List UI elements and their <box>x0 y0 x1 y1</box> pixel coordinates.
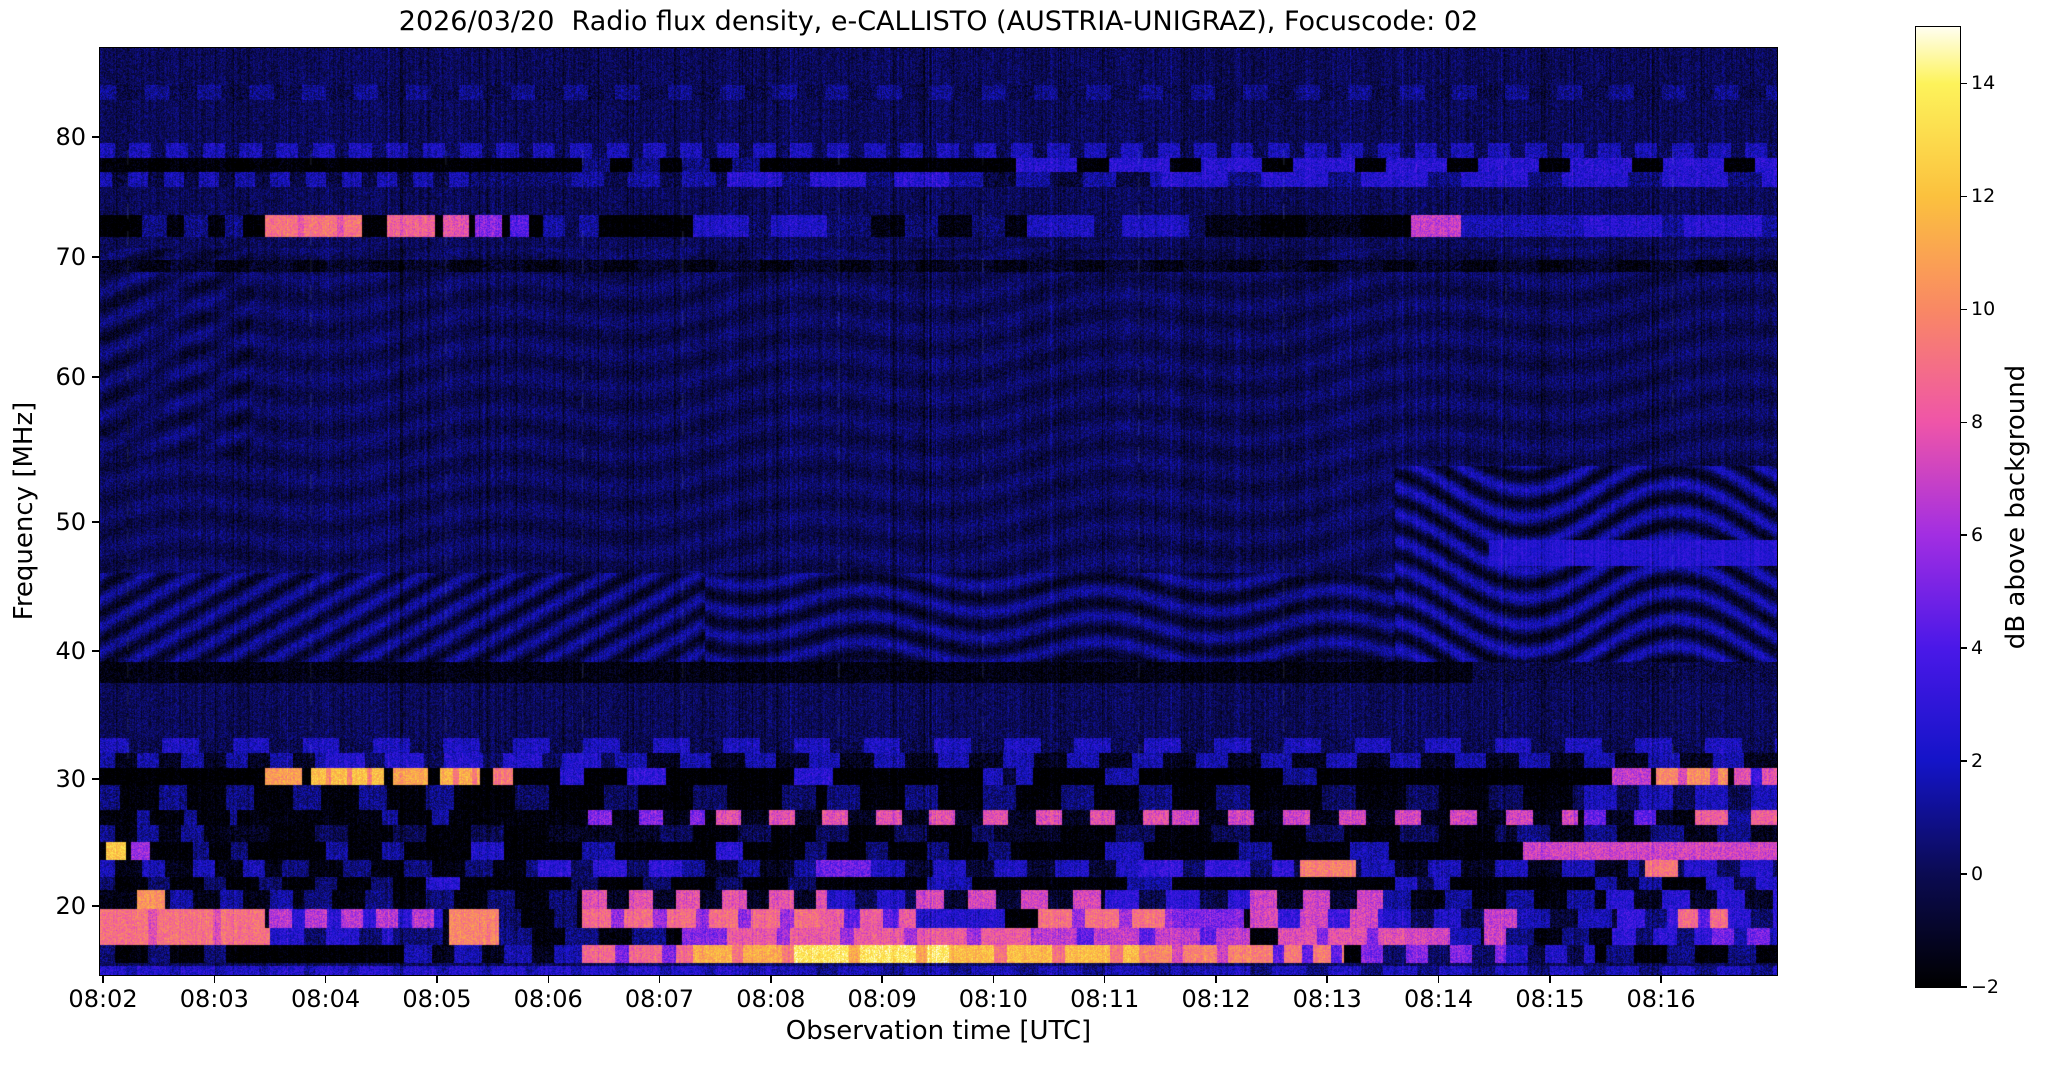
colorbar-tick-mark <box>1961 195 1967 198</box>
x-tick-mark <box>102 976 104 983</box>
x-tick-label: 08:03 <box>179 985 249 1013</box>
x-tick-mark <box>1215 976 1217 983</box>
y-tick-label: 60 <box>55 362 86 391</box>
x-tick-mark <box>1326 976 1328 983</box>
colorbar <box>1915 26 1961 988</box>
x-tick-mark <box>658 976 661 983</box>
x-tick-label: 08:10 <box>958 985 1028 1013</box>
x-tick-label: 08:02 <box>68 985 138 1013</box>
plot-area <box>99 47 1778 976</box>
colorbar-tick-label: 10 <box>1971 298 1996 321</box>
x-tick-label: 08:05 <box>402 985 472 1013</box>
x-axis-label: Observation time [UTC] <box>785 1016 1092 1046</box>
y-tick-label: 80 <box>55 122 86 151</box>
colorbar-tick-label: −2 <box>1971 976 2000 998</box>
x-tick-label: 08:07 <box>624 985 695 1013</box>
x-tick-label: 08:16 <box>1626 985 1696 1013</box>
x-tick-mark <box>324 976 327 983</box>
y-tick-mark <box>92 778 99 780</box>
x-tick-label: 08:06 <box>513 985 583 1013</box>
colorbar-label: dB above background <box>2001 364 2031 650</box>
x-tick-mark <box>1549 976 1551 983</box>
x-tick-mark <box>881 976 883 983</box>
y-tick-mark <box>92 650 99 652</box>
colorbar-tick-mark <box>1961 873 1967 875</box>
colorbar-tick-label: 12 <box>1971 185 1996 208</box>
colorbar-tick-label: 8 <box>1971 411 1984 434</box>
y-tick-label: 30 <box>55 764 86 793</box>
colorbar-tick-mark <box>1961 760 1967 762</box>
y-tick-label: 50 <box>55 507 86 536</box>
colorbar-tick-mark <box>1961 308 1967 311</box>
colorbar-tick-mark <box>1961 986 1967 988</box>
y-tick-mark <box>92 376 99 378</box>
y-axis-label: Frequency [MHz] <box>9 401 39 621</box>
y-tick-mark <box>92 136 99 138</box>
y-tick-label: 20 <box>55 892 86 921</box>
colorbar-tick-label: 2 <box>1971 750 1984 773</box>
colorbar-tick-label: 4 <box>1971 637 1984 660</box>
x-tick-label: 08:12 <box>1181 985 1251 1013</box>
y-tick-label: 40 <box>55 637 86 665</box>
x-tick-label: 08:04 <box>290 985 361 1013</box>
x-tick-label: 08:14 <box>1403 985 1474 1013</box>
colorbar-tick-mark <box>1961 421 1967 424</box>
x-tick-label: 08:08 <box>736 985 806 1013</box>
y-tick-mark <box>92 521 99 523</box>
x-tick-label: 08:15 <box>1515 985 1585 1013</box>
y-tick-mark <box>92 905 99 907</box>
x-tick-label: 08:09 <box>847 985 917 1013</box>
colorbar-tick-mark <box>1961 647 1967 649</box>
colorbar-tick-label: 14 <box>1971 72 1996 95</box>
x-tick-label: 08:13 <box>1292 985 1362 1013</box>
figure-title: 2026/03/20 Radio flux density, e-CALLIST… <box>398 6 1479 37</box>
x-tick-label: 08:11 <box>1070 985 1140 1013</box>
spectrogram-canvas <box>100 48 1777 975</box>
colorbar-tick-mark <box>1961 534 1967 536</box>
colorbar-gradient <box>1916 27 1960 987</box>
x-tick-mark <box>992 976 995 983</box>
y-tick-mark <box>92 256 99 258</box>
x-tick-mark <box>213 976 216 983</box>
colorbar-tick-label: 6 <box>1971 524 1984 547</box>
colorbar-tick-mark <box>1961 82 1967 85</box>
x-tick-mark <box>1103 976 1106 983</box>
x-tick-mark <box>1437 976 1440 983</box>
x-tick-mark <box>436 976 438 983</box>
colorbar-tick-label: 0 <box>1971 863 1984 886</box>
x-tick-mark <box>547 976 549 983</box>
x-tick-mark <box>770 976 772 983</box>
y-tick-label: 70 <box>55 242 86 271</box>
x-tick-mark <box>1660 976 1662 983</box>
